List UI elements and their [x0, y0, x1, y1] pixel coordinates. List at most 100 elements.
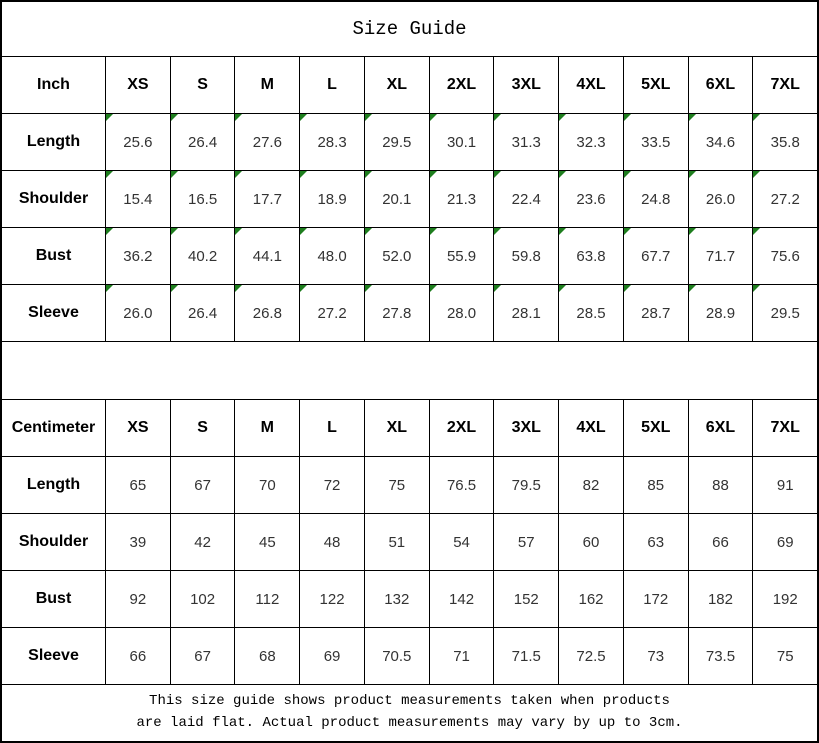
value-cell-text: 24.8 — [641, 190, 671, 208]
measure-row: Bust 36.2 40.2 44.1 48.0 52.0 55.9 59.8 63.8 67.7… — [2, 227, 817, 284]
corner-marker-icon — [753, 285, 761, 292]
corner-marker-icon — [688, 285, 696, 292]
size-header-cell: 7XL — [752, 400, 817, 456]
value-cell: 28.0 — [428, 285, 494, 341]
value-cell-text: 26.4 — [188, 304, 218, 322]
value-cell-text: 27.8 — [382, 304, 412, 322]
size-header-cell-text: 6XL — [705, 419, 736, 436]
value-cell-text: 182 — [707, 590, 733, 608]
value-cell: 27.8 — [363, 285, 429, 341]
measure-row: Length 65 67 70 72 75 76.5 79.5 82 85 88 91 — [2, 456, 817, 513]
value-cell: 55.9 — [428, 228, 494, 284]
value-cell: 69 — [299, 628, 364, 684]
size-header-cell-text: S — [197, 419, 208, 436]
value-cell-text: 91 — [776, 476, 794, 494]
value-cell: 29.5 — [752, 285, 817, 341]
value-cell-text: 51 — [388, 533, 406, 551]
corner-marker-icon — [364, 285, 372, 292]
value-cell: 70 — [234, 457, 299, 513]
corner-marker-icon — [688, 114, 696, 121]
value-cell: 34.6 — [687, 114, 753, 170]
value-cell-text: 48.0 — [317, 247, 347, 265]
value-cell-text: 73.5 — [705, 647, 736, 665]
value-cell-text: 48 — [323, 533, 341, 551]
value-cell-text: 71 — [453, 647, 470, 665]
corner-marker-icon — [235, 114, 243, 121]
value-cell-text: 67 — [194, 476, 211, 494]
value-cell: 26.4 — [169, 114, 235, 170]
size-header-cell-text: XS — [127, 419, 149, 436]
value-cell-text: 69 — [776, 533, 794, 551]
size-header-cell-text: 5XL — [641, 76, 671, 93]
corner-marker-icon — [688, 228, 696, 235]
value-cell-text: 72.5 — [576, 647, 606, 665]
value-cell: 40.2 — [169, 228, 235, 284]
corner-marker-icon — [106, 171, 113, 178]
size-header-cell-text: 2XL — [446, 419, 477, 436]
corner-marker-icon — [300, 171, 308, 178]
value-cell-text: 112 — [255, 590, 280, 608]
value-cell: 36.2 — [105, 228, 170, 284]
footer-line-1: This size guide shows product measuremen… — [149, 693, 670, 710]
value-cell: 30.1 — [428, 114, 494, 170]
value-cell: 35.8 — [752, 114, 817, 170]
value-cell-text: 71.5 — [511, 647, 541, 665]
page-title: Size Guide — [352, 18, 467, 40]
value-cell-text: 28.1 — [511, 304, 541, 322]
value-cell: 172 — [622, 571, 688, 627]
value-cell-text: 88 — [712, 476, 729, 494]
row-label-cell: Sleeve — [2, 628, 105, 684]
value-cell-text: 75 — [388, 476, 406, 494]
value-cell-text: 28.9 — [705, 304, 736, 322]
corner-marker-icon — [106, 114, 113, 121]
value-cell: 112 — [234, 571, 299, 627]
value-cell: 26.8 — [234, 285, 299, 341]
size-header-cell-text: M — [260, 76, 274, 93]
value-cell: 21.3 — [428, 171, 494, 227]
value-cell-text: 102 — [190, 590, 216, 608]
value-cell-text: 29.5 — [382, 133, 412, 151]
measure-row: Sleeve 26.0 26.4 26.8 27.2 27.8 28.0 28.1 28.5 28… — [2, 284, 817, 341]
value-cell: 24.8 — [622, 171, 688, 227]
value-cell-text: 60 — [582, 533, 600, 551]
size-header-cell: 7XL — [752, 57, 817, 113]
value-cell-text: 31.3 — [511, 133, 541, 151]
value-cell-text: 32.3 — [576, 133, 606, 151]
footer-line-2: are laid flat. Actual product measuremen… — [136, 715, 683, 731]
value-cell-text: 63 — [647, 533, 665, 551]
value-cell: 48 — [299, 514, 364, 570]
size-header-cell: M — [234, 57, 299, 113]
corner-marker-icon — [753, 114, 761, 121]
value-cell: 39 — [105, 514, 170, 570]
value-cell: 192 — [752, 571, 817, 627]
size-header-cell-text: 3XL — [511, 419, 541, 436]
value-cell-text: 29.5 — [770, 304, 800, 322]
value-cell-text: 16.5 — [188, 190, 218, 208]
value-cell: 65 — [105, 457, 170, 513]
row-label-cell: Shoulder — [2, 514, 105, 570]
value-cell: 102 — [169, 571, 235, 627]
corner-marker-icon — [623, 171, 631, 178]
value-cell: 76.5 — [428, 457, 494, 513]
corner-marker-icon — [623, 228, 631, 235]
value-cell: 71.7 — [687, 228, 753, 284]
value-cell-text: 68 — [258, 647, 276, 665]
value-cell-text: 132 — [384, 590, 410, 608]
value-cell: 72 — [299, 457, 364, 513]
value-cell-text: 54 — [453, 533, 470, 551]
corner-marker-icon — [170, 285, 178, 292]
value-cell-text: 67.7 — [641, 247, 671, 265]
corner-marker-icon — [494, 228, 502, 235]
value-cell-text: 57 — [517, 533, 535, 551]
row-label-cell: Bust — [2, 228, 105, 284]
value-cell: 92 — [105, 571, 170, 627]
value-cell: 132 — [363, 571, 429, 627]
corner-marker-icon — [300, 228, 308, 235]
size-header-cell: XL — [363, 400, 429, 456]
size-header-cell: L — [299, 400, 364, 456]
value-cell-text: 34.6 — [705, 133, 736, 151]
value-cell-text: 122 — [319, 590, 345, 608]
value-cell-text: 75 — [776, 647, 794, 665]
value-cell-text: 21.3 — [446, 190, 477, 208]
row-label-cell-text: Bust — [35, 247, 72, 264]
